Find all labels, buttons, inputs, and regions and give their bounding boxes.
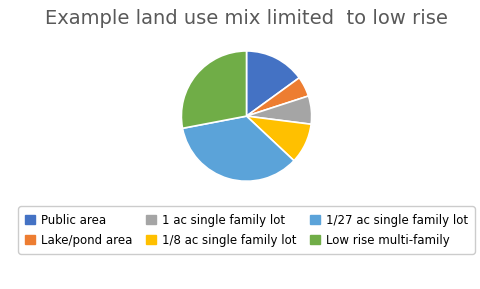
Wedge shape [246, 78, 308, 116]
Wedge shape [246, 96, 311, 124]
Legend: Public area, Lake/pond area, 1 ac single family lot, 1/8 ac single family lot, 1: Public area, Lake/pond area, 1 ac single… [18, 206, 474, 254]
Title: Example land use mix limited  to low rise: Example land use mix limited to low rise [45, 9, 447, 27]
Wedge shape [246, 116, 311, 161]
Wedge shape [181, 51, 246, 128]
Wedge shape [246, 51, 299, 116]
Wedge shape [182, 116, 293, 181]
